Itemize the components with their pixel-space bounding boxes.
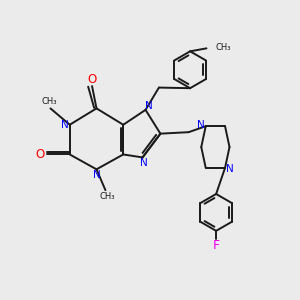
Text: O: O <box>87 73 97 86</box>
Text: F: F <box>213 239 220 252</box>
Text: N: N <box>196 120 204 130</box>
Text: CH₃: CH₃ <box>41 98 57 106</box>
Text: N: N <box>145 101 153 111</box>
Text: O: O <box>35 148 45 161</box>
Text: N: N <box>226 164 233 174</box>
Text: CH₃: CH₃ <box>99 192 115 201</box>
Text: N: N <box>61 120 69 130</box>
Text: CH₃: CH₃ <box>215 43 231 52</box>
Text: N: N <box>93 170 101 180</box>
Text: N: N <box>140 158 148 168</box>
